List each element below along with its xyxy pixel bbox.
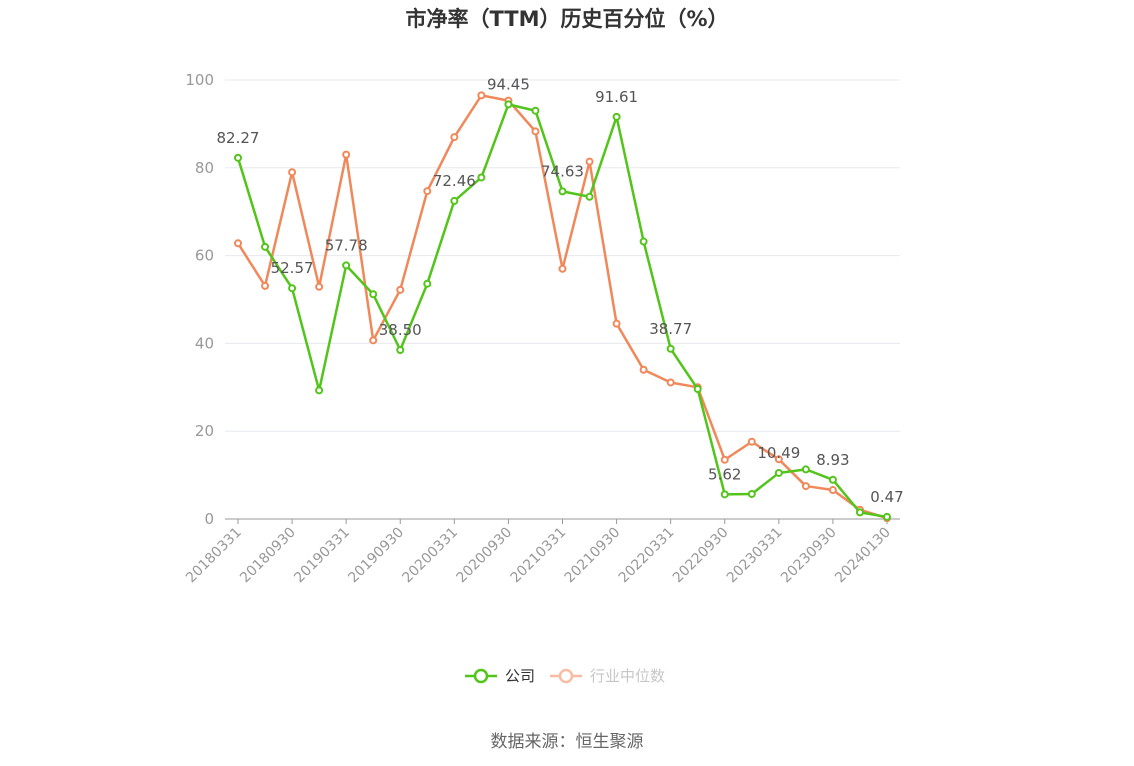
chart-title: 市净率（TTM）历史百分位（%） bbox=[405, 7, 728, 31]
data-point[interactable] bbox=[639, 365, 648, 374]
data-label: 74.63 bbox=[541, 162, 584, 180]
data-label: 5.62 bbox=[708, 465, 741, 483]
data-point[interactable] bbox=[612, 319, 621, 328]
x-tick-label: 20220930 bbox=[670, 525, 732, 587]
data-point[interactable] bbox=[747, 489, 756, 498]
x-tick-label: 20180331 bbox=[183, 525, 245, 587]
y-tick-label: 40 bbox=[195, 334, 214, 352]
x-tick-label: 20230331 bbox=[724, 525, 786, 587]
grid-lines bbox=[225, 79, 900, 432]
data-point[interactable] bbox=[774, 468, 783, 477]
data-point[interactable] bbox=[828, 475, 837, 484]
data-point[interactable] bbox=[558, 187, 567, 196]
series-industry-median bbox=[234, 91, 891, 523]
data-point[interactable] bbox=[855, 508, 864, 517]
data-point[interactable] bbox=[504, 100, 513, 109]
x-tick-label: 20180930 bbox=[237, 525, 299, 587]
source-note: 数据来源：恒生聚源 bbox=[491, 732, 644, 752]
data-point[interactable] bbox=[315, 386, 324, 395]
data-point[interactable] bbox=[828, 486, 837, 495]
data-point[interactable] bbox=[585, 157, 594, 166]
y-axis: 0 20 40 60 80 100 bbox=[185, 71, 214, 528]
data-point[interactable] bbox=[720, 490, 729, 499]
data-point[interactable] bbox=[747, 437, 756, 446]
x-tick-label: 20200930 bbox=[454, 525, 516, 587]
data-label: 38.77 bbox=[649, 320, 692, 338]
data-point[interactable] bbox=[369, 290, 378, 299]
data-point[interactable] bbox=[261, 281, 270, 290]
data-label: 10.49 bbox=[757, 444, 800, 462]
data-point[interactable] bbox=[450, 196, 459, 205]
data-label: 0.47 bbox=[870, 488, 903, 506]
data-label: 38.50 bbox=[379, 321, 422, 339]
data-point[interactable] bbox=[342, 150, 351, 159]
data-point[interactable] bbox=[288, 284, 297, 293]
data-labels: 82.27 52.57 57.78 38.50 72.46 94.45 74.63 91.61… bbox=[217, 75, 904, 506]
data-point[interactable] bbox=[477, 91, 486, 100]
data-point[interactable] bbox=[612, 112, 621, 121]
y-tick-label: 0 bbox=[204, 510, 214, 528]
data-point[interactable] bbox=[288, 168, 297, 177]
legend-item-company[interactable]: 公司 bbox=[465, 667, 535, 685]
x-tick-label: 20210930 bbox=[562, 525, 624, 587]
data-label: 57.78 bbox=[325, 236, 368, 254]
data-point[interactable] bbox=[774, 455, 783, 464]
series-lines bbox=[234, 91, 891, 523]
x-axis: 2018033120180930201903312019093020200331… bbox=[183, 518, 900, 587]
x-tick-label: 20230930 bbox=[778, 525, 840, 587]
legend-marker-icon bbox=[473, 668, 489, 684]
data-label: 91.61 bbox=[595, 88, 638, 106]
data-point[interactable] bbox=[477, 173, 486, 182]
data-point[interactable] bbox=[666, 344, 675, 353]
y-tick-label: 80 bbox=[195, 159, 214, 177]
data-point[interactable] bbox=[396, 345, 405, 354]
data-point[interactable] bbox=[315, 282, 324, 291]
x-tick-label: 20200331 bbox=[399, 525, 461, 587]
data-point[interactable] bbox=[234, 239, 242, 248]
y-tick-label: 100 bbox=[185, 71, 214, 89]
legend[interactable]: 公司 行业中位数 bbox=[465, 667, 665, 685]
data-point[interactable] bbox=[369, 336, 378, 345]
y-tick-label: 20 bbox=[195, 422, 214, 440]
data-point[interactable] bbox=[585, 192, 594, 201]
data-point[interactable] bbox=[720, 455, 729, 464]
x-tick-label: 20190331 bbox=[291, 525, 353, 587]
data-point[interactable] bbox=[423, 279, 432, 288]
data-point[interactable] bbox=[423, 187, 432, 196]
data-label: 94.45 bbox=[487, 75, 530, 93]
data-point[interactable] bbox=[666, 378, 675, 387]
data-point[interactable] bbox=[801, 482, 810, 491]
x-tick-label: 20240130 bbox=[832, 525, 894, 587]
x-tick-label: 20190930 bbox=[345, 525, 407, 587]
data-point[interactable] bbox=[531, 127, 540, 136]
data-point[interactable] bbox=[693, 385, 702, 394]
data-point[interactable] bbox=[883, 512, 891, 521]
data-point[interactable] bbox=[558, 264, 567, 273]
data-point[interactable] bbox=[261, 242, 270, 251]
series-company bbox=[234, 100, 891, 521]
legend-item-industry-median[interactable]: 行业中位数 bbox=[550, 667, 665, 685]
data-point[interactable] bbox=[234, 153, 242, 162]
data-point[interactable] bbox=[639, 237, 648, 246]
x-tick-label: 20220331 bbox=[616, 525, 678, 587]
data-point[interactable] bbox=[342, 261, 351, 270]
y-tick-label: 60 bbox=[195, 247, 214, 265]
legend-marker-icon bbox=[558, 668, 574, 684]
data-point[interactable] bbox=[396, 285, 405, 294]
x-tick-label: 20210331 bbox=[508, 525, 570, 587]
data-label: 72.46 bbox=[433, 172, 476, 190]
data-point[interactable] bbox=[450, 133, 459, 142]
data-label: 82.27 bbox=[217, 129, 260, 147]
legend-label: 行业中位数 bbox=[590, 667, 665, 685]
data-point[interactable] bbox=[801, 465, 810, 474]
legend-label: 公司 bbox=[505, 667, 535, 685]
data-point[interactable] bbox=[531, 106, 540, 115]
data-label: 8.93 bbox=[816, 451, 849, 469]
data-label: 52.57 bbox=[271, 259, 314, 277]
